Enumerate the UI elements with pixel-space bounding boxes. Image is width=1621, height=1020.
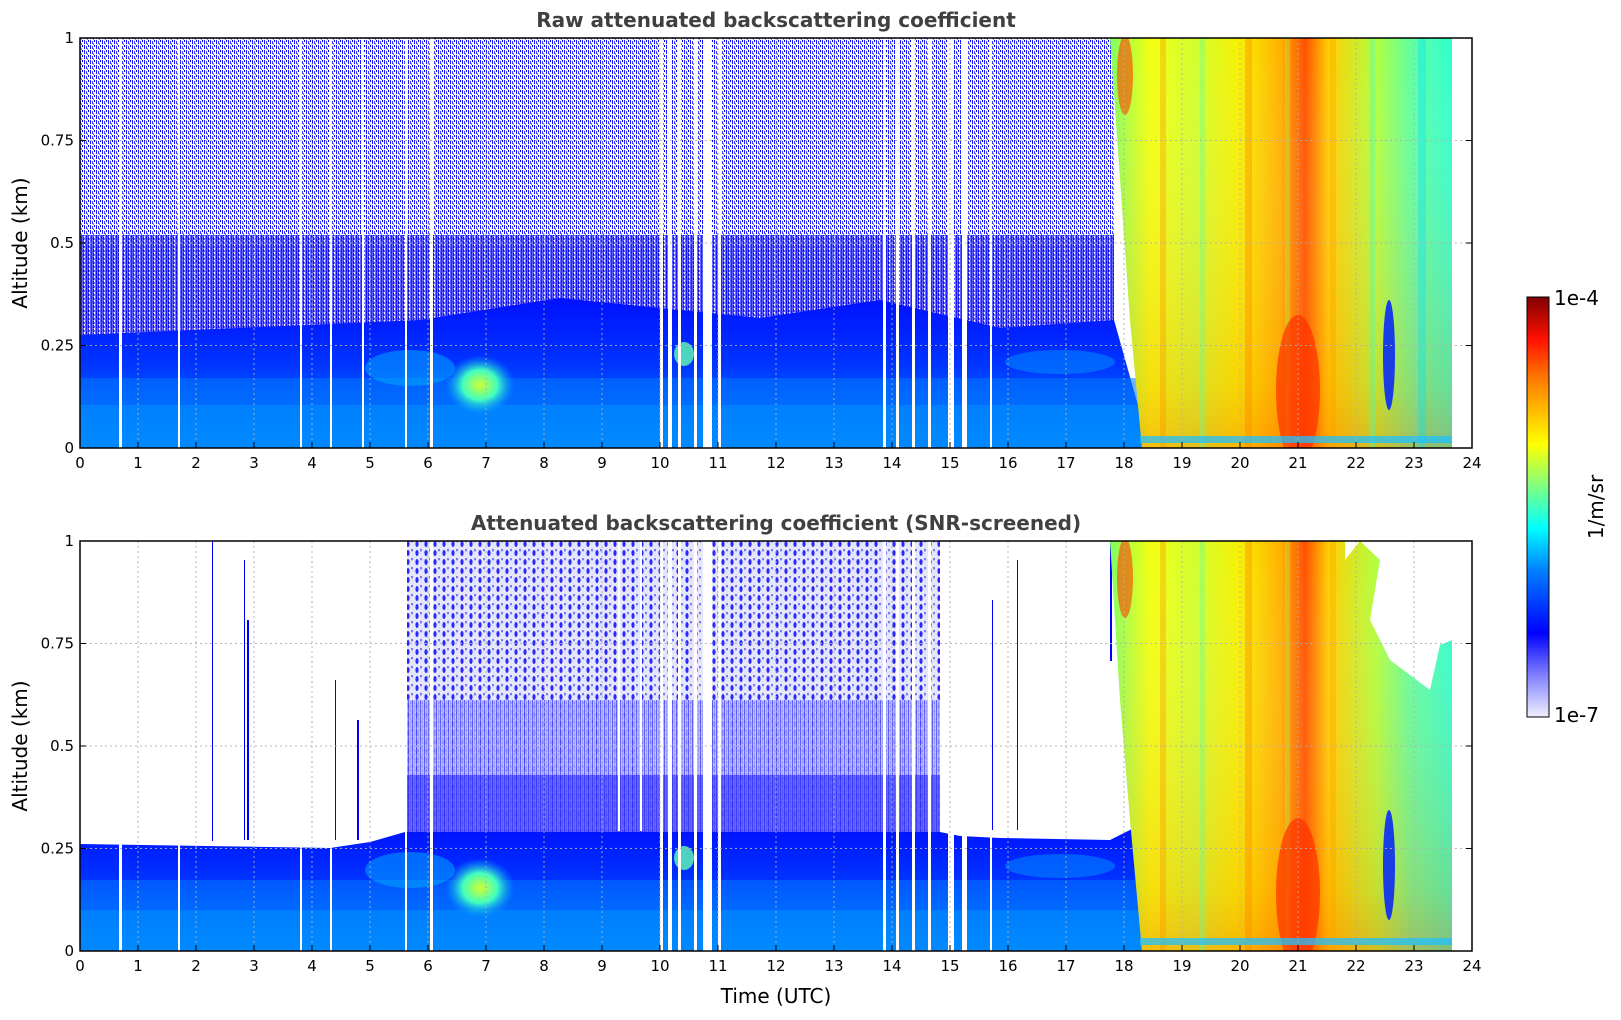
x-tick-label: 8	[539, 957, 549, 975]
x-tick-label: 20	[1230, 454, 1249, 472]
x-tick-label: 21	[1288, 957, 1307, 975]
x-tick-label: 10	[650, 957, 669, 975]
low-backscatter-column	[1383, 300, 1395, 410]
chart-title: Attenuated backscattering coefficient (S…	[471, 511, 1081, 535]
x-ticks: 0 1 2 3 4 5 6 7 8 9 10 11 12 13 14 15 16 17 18 19 20 21 22 23 24	[75, 945, 1482, 975]
x-tick-label: 9	[597, 454, 607, 472]
x-tick-label: 12	[766, 454, 785, 472]
x-axis-label: Time (UTC)	[720, 984, 832, 1008]
x-tick-label: 6	[423, 454, 433, 472]
x-tick-label: 13	[824, 957, 843, 975]
x-tick-label: 3	[249, 957, 259, 975]
x-tick-label: 17	[1056, 957, 1075, 975]
colorbar-units-label: 1/m/sr	[1584, 474, 1608, 539]
x-tick-label: 16	[998, 957, 1017, 975]
x-tick-label: 6	[423, 957, 433, 975]
x-tick-label: 7	[481, 957, 491, 975]
x-tick-label: 3	[249, 454, 259, 472]
y-tick-label: 0	[64, 439, 74, 457]
x-tick-label: 18	[1114, 957, 1133, 975]
x-tick-label: 15	[940, 957, 959, 975]
x-tick-label: 0	[75, 957, 85, 975]
x-tick-label: 5	[365, 957, 375, 975]
y-tick-label: 0.25	[41, 840, 74, 858]
x-tick-label: 4	[307, 454, 317, 472]
y-tick-label: 1	[64, 532, 74, 550]
y-tick-label: 0.5	[50, 737, 74, 755]
x-tick-label: 11	[708, 454, 727, 472]
x-tick-label: 9	[597, 957, 607, 975]
x-tick-label: 17	[1056, 454, 1075, 472]
x-tick-label: 22	[1346, 454, 1365, 472]
noise-spikes	[212, 541, 1112, 841]
y-tick-label: 0	[64, 942, 74, 960]
y-ticks: 0 0.25 0.5 0.75 1	[41, 29, 1472, 457]
x-tick-label: 1	[133, 957, 143, 975]
x-tick-label: 20	[1230, 957, 1249, 975]
x-tick-label: 7	[481, 454, 491, 472]
x-tick-label: 24	[1462, 957, 1481, 975]
x-tick-label: 4	[307, 957, 317, 975]
colorbar-gradient	[1526, 296, 1550, 718]
x-tick-label: 21	[1288, 454, 1307, 472]
x-tick-label: 11	[708, 957, 727, 975]
x-tick-label: 22	[1346, 957, 1365, 975]
x-tick-label: 24	[1462, 454, 1481, 472]
y-axis-label: Altitude (km)	[8, 680, 32, 811]
x-tick-label: 19	[1172, 454, 1191, 472]
grid	[80, 38, 1472, 448]
y-tick-label: 0.25	[41, 337, 74, 355]
y-ticks: 0 0.25 0.5 0.75 1	[41, 532, 1472, 960]
x-tick-label: 16	[998, 454, 1017, 472]
aerosol-plume	[445, 355, 515, 415]
x-tick-label: 23	[1404, 957, 1423, 975]
x-tick-label: 12	[766, 957, 785, 975]
x-tick-label: 10	[650, 454, 669, 472]
x-tick-label: 13	[824, 454, 843, 472]
x-tick-label: 2	[191, 957, 201, 975]
x-tick-label: 1	[133, 454, 143, 472]
x-tick-label: 2	[191, 454, 201, 472]
y-axis-label: Altitude (km)	[8, 177, 32, 308]
x-tick-label: 15	[940, 454, 959, 472]
panel-raw: 0 1 2 3 4 5 6 7 8 9 10 11 12 13 14 15 16 17 18 19 20 21 22 23 24…	[8, 8, 1482, 472]
colorbar-max-label: 1e-4	[1554, 286, 1599, 310]
y-tick-label: 1	[64, 29, 74, 47]
y-tick-label: 0.5	[50, 234, 74, 252]
y-tick-label: 0.75	[41, 635, 74, 653]
panel-screened: 0 1 2 3 4 5 6 7 8 9 10 11 12 13 14 15 16 17 18 19 20 21 22 23 24…	[8, 511, 1482, 1008]
x-tick-label: 18	[1114, 454, 1133, 472]
y-tick-label: 0.75	[41, 132, 74, 150]
grid	[80, 541, 1472, 951]
chart-title: Raw attenuated backscattering coefficien…	[536, 8, 1016, 32]
x-ticks: 0 1 2 3 4 5 6 7 8 9 10 11 12 13 14 15 16 17 18 19 20 21 22 23 24	[75, 442, 1482, 472]
x-tick-label: 14	[882, 454, 901, 472]
x-tick-label: 19	[1172, 957, 1191, 975]
x-tick-label: 8	[539, 454, 549, 472]
x-tick-label: 14	[882, 957, 901, 975]
x-tick-label: 23	[1404, 454, 1423, 472]
x-tick-label: 0	[75, 454, 85, 472]
colorbar: 1e-4 1e-7 1/m/sr	[1526, 286, 1608, 727]
peak-backscatter	[1276, 315, 1320, 448]
colorbar-min-label: 1e-7	[1554, 703, 1599, 727]
x-tick-label: 5	[365, 454, 375, 472]
